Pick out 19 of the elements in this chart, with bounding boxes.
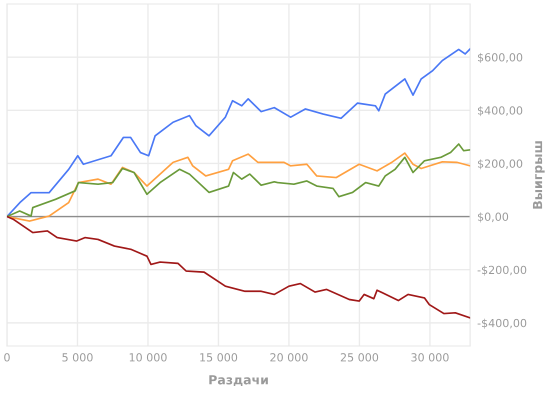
y-tick-label: -$200,00 (478, 266, 526, 276)
y-tick-label: $200,00 (478, 159, 522, 170)
y-tick-label: $600,00 (478, 52, 522, 63)
x-tick-label: 20 000 (270, 353, 308, 362)
y-tick-label: $400,00 (478, 106, 522, 116)
line-series (6, 216, 470, 319)
line-series (6, 152, 470, 222)
x-tick-label: 0 (4, 353, 10, 362)
x-axis-title: Раздачи (209, 375, 268, 386)
y-axis-title: Выигрыш (532, 141, 545, 209)
x-tick-label: 30 000 (411, 353, 449, 362)
line-series (6, 143, 470, 218)
x-tick-label: 15 000 (200, 353, 238, 362)
line-series (6, 48, 470, 218)
y-tick-label: $0,00 (478, 212, 508, 222)
x-tick-label: 10 000 (130, 353, 167, 362)
x-tick-label: 25 000 (340, 353, 378, 362)
y-tick-label: -$400,00 (478, 318, 526, 329)
x-tick-label: 5 000 (62, 353, 93, 362)
